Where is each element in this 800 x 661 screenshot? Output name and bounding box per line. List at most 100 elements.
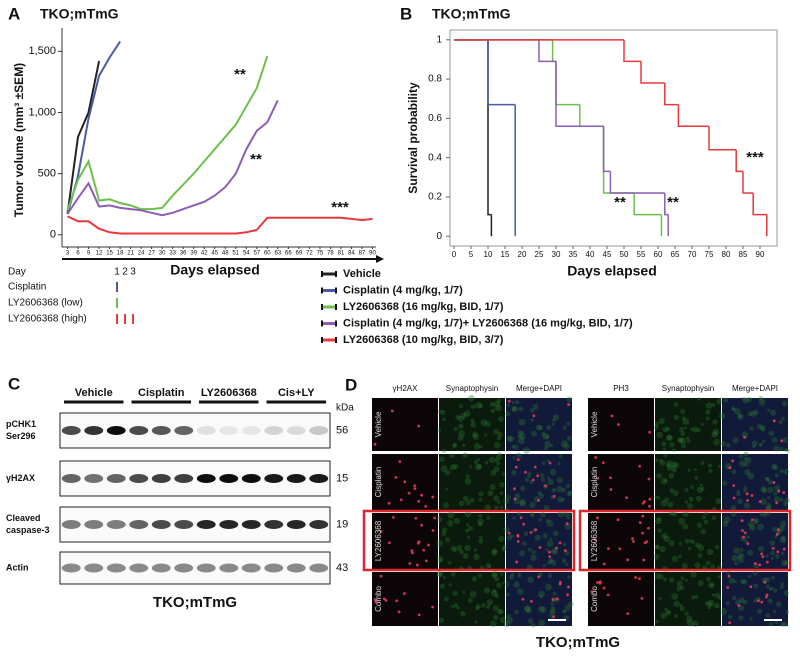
texture xyxy=(717,595,722,600)
texture xyxy=(442,417,446,422)
texture xyxy=(492,589,497,593)
texture xyxy=(684,488,689,493)
survival-step xyxy=(555,61,604,127)
texture xyxy=(752,570,758,576)
texture xyxy=(501,472,506,476)
texture xyxy=(737,413,744,420)
blot-band xyxy=(174,474,194,483)
texture xyxy=(489,401,495,408)
texture xyxy=(739,460,746,467)
nucleus-stain xyxy=(731,459,735,463)
texture xyxy=(711,593,716,597)
nucleus-stain xyxy=(427,543,430,547)
texture xyxy=(689,539,693,543)
blot-band xyxy=(286,520,306,529)
texture xyxy=(511,405,518,412)
texture xyxy=(520,485,526,491)
texture xyxy=(464,477,472,485)
x-tick-label: 51 xyxy=(232,251,239,257)
blot-band xyxy=(219,426,239,435)
texture xyxy=(710,564,716,570)
texture xyxy=(708,468,713,473)
texture xyxy=(697,544,705,552)
texture xyxy=(695,542,701,549)
texture xyxy=(779,525,786,532)
nucleus-stain xyxy=(746,542,750,546)
blot-band xyxy=(106,520,126,529)
nucleus-stain xyxy=(610,414,614,418)
texture xyxy=(551,422,555,426)
row-label: Vehicle xyxy=(374,411,383,437)
texture xyxy=(716,398,723,405)
texture xyxy=(684,578,689,582)
texture xyxy=(659,459,666,466)
texture xyxy=(753,598,758,603)
texture xyxy=(504,581,510,587)
nucleus-stain xyxy=(398,460,402,463)
texture xyxy=(485,421,491,427)
texture xyxy=(694,476,699,480)
texture xyxy=(503,620,511,628)
texture xyxy=(478,522,483,527)
nucleus-stain xyxy=(766,560,769,564)
nucleus-stain xyxy=(602,586,606,590)
texture xyxy=(723,516,731,524)
texture xyxy=(486,599,493,606)
texture xyxy=(684,499,689,504)
y-tick-label: 0.8 xyxy=(428,74,442,85)
texture xyxy=(734,561,738,566)
texture xyxy=(767,408,771,412)
texture xyxy=(714,592,721,599)
texture xyxy=(738,453,744,459)
nucleus-stain xyxy=(414,516,418,520)
nucleus-stain xyxy=(757,599,760,603)
texture xyxy=(736,492,741,497)
texture xyxy=(671,593,679,601)
texture xyxy=(436,516,443,523)
texture xyxy=(753,519,759,525)
texture xyxy=(437,428,442,433)
texture xyxy=(529,479,534,484)
nucleus-stain xyxy=(728,621,732,625)
nucleus-stain xyxy=(552,494,556,498)
texture xyxy=(659,458,663,463)
texture xyxy=(779,621,785,627)
texture xyxy=(470,404,476,410)
x-tick-label: 55 xyxy=(637,250,646,259)
texture xyxy=(731,406,736,411)
texture xyxy=(541,461,546,465)
texture xyxy=(761,427,766,432)
texture xyxy=(524,605,531,612)
nucleus-stain xyxy=(750,494,754,497)
texture xyxy=(731,469,737,475)
nucleus-stain xyxy=(524,470,527,474)
x-tick-label: 70 xyxy=(688,250,697,259)
panel-label: D xyxy=(345,375,357,394)
nucleus-stain xyxy=(640,596,644,600)
texture xyxy=(722,521,729,527)
blot-band xyxy=(196,426,216,435)
texture xyxy=(743,451,749,457)
x-tick-label: 25 xyxy=(535,250,544,259)
texture xyxy=(439,456,445,462)
nucleus-stain xyxy=(544,484,547,488)
nucleus-stain xyxy=(593,538,597,541)
texture xyxy=(746,396,752,403)
nucleus-stain xyxy=(772,481,776,484)
nucleus-stain xyxy=(533,465,537,469)
texture xyxy=(481,602,486,608)
texture xyxy=(731,554,739,562)
texture xyxy=(436,571,443,578)
texture xyxy=(439,583,445,589)
texture xyxy=(473,443,481,450)
texture xyxy=(442,448,447,453)
texture xyxy=(469,497,475,503)
x-tick-label: 78 xyxy=(327,251,334,257)
texture xyxy=(476,463,483,470)
x-tick-label: 60 xyxy=(264,251,271,257)
blot-band xyxy=(286,563,306,573)
texture xyxy=(499,482,505,488)
micrograph xyxy=(655,513,721,569)
texture xyxy=(566,516,570,520)
texture xyxy=(466,535,471,539)
